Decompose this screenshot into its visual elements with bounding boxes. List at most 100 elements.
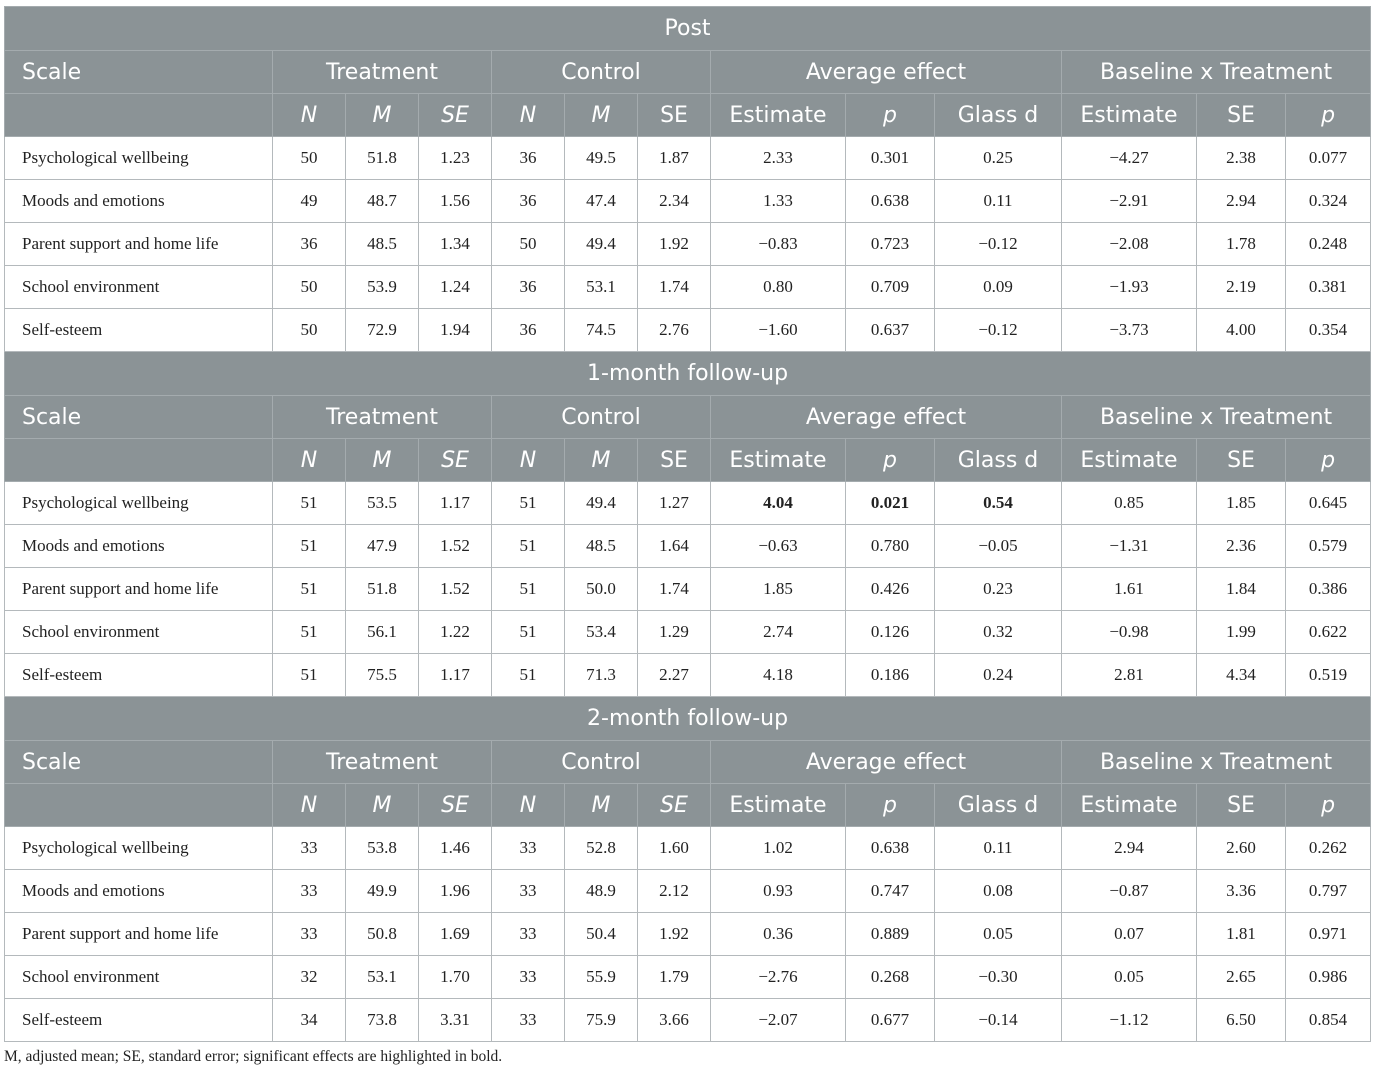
- value-cell: 33: [491, 912, 565, 956]
- scale-name-cell: School environment: [4, 265, 273, 309]
- blank-header-cell: [4, 93, 273, 137]
- value-cell: 0.854: [1284, 998, 1372, 1042]
- sub-column-header: M: [564, 783, 638, 827]
- value-cell: 2.34: [637, 179, 711, 223]
- value-cell: 50.8: [345, 912, 419, 956]
- scale-name-cell: Psychological wellbeing: [4, 826, 273, 870]
- value-cell: 50: [272, 265, 346, 309]
- value-cell: 2.38: [1196, 136, 1286, 180]
- value-cell: 53.8: [345, 826, 419, 870]
- value-cell: 0.05: [934, 912, 1062, 956]
- scale-name-cell: Self-esteem: [4, 998, 273, 1042]
- value-cell: 0.747: [845, 869, 935, 913]
- value-cell: 49: [272, 179, 346, 223]
- value-cell: 47.9: [345, 524, 419, 568]
- value-cell: 0.11: [934, 179, 1062, 223]
- table-row: Parent support and home life 36 48.5 1.34 50…: [4, 222, 1372, 266]
- group-column-header: Average effect: [710, 50, 1062, 94]
- value-cell: 51.8: [345, 136, 419, 180]
- value-cell: 2.65: [1196, 955, 1286, 999]
- value-cell: 53.1: [564, 265, 638, 309]
- value-cell: 2.33: [710, 136, 846, 180]
- value-cell: −1.60: [710, 308, 846, 352]
- value-cell: 4.04: [710, 481, 846, 525]
- table-row: Parent support and home life 33 50.8 1.69 33…: [4, 912, 1372, 956]
- value-cell: 0.248: [1284, 222, 1372, 266]
- table-row: Psychological wellbeing 50 51.8 1.23 36 49.5 1…: [4, 136, 1372, 180]
- table-row: Moods and emotions 49 48.7 1.56 36 47.4 2.34 1.…: [4, 179, 1372, 223]
- table-row: School environment 32 53.1 1.70 33 55.9 1.79 −2…: [4, 955, 1372, 999]
- value-cell: −0.63: [710, 524, 846, 568]
- value-cell: 0.638: [845, 179, 935, 223]
- value-cell: 0.677: [845, 998, 935, 1042]
- value-cell: 0.709: [845, 265, 935, 309]
- value-cell: 0.971: [1284, 912, 1372, 956]
- sub-column-header: Estimate: [710, 93, 846, 137]
- sub-column-header: Glass d: [934, 438, 1062, 482]
- value-cell: 1.87: [637, 136, 711, 180]
- value-cell: 1.56: [418, 179, 492, 223]
- sub-column-header: SE: [1196, 783, 1286, 827]
- value-cell: 0.09: [934, 265, 1062, 309]
- group-column-header: Treatment: [272, 395, 492, 439]
- group-column-header: Treatment: [272, 740, 492, 784]
- value-cell: 51: [272, 610, 346, 654]
- value-cell: 51: [272, 567, 346, 611]
- value-cell: 1.74: [637, 567, 711, 611]
- value-cell: 0.381: [1284, 265, 1372, 309]
- value-cell: 1.94: [418, 308, 492, 352]
- value-cell: 0.268: [845, 955, 935, 999]
- value-cell: −0.98: [1061, 610, 1197, 654]
- value-cell: 0.05: [1061, 955, 1197, 999]
- table-row: School environment 51 56.1 1.22 51 53.4 1.29 2.…: [4, 610, 1372, 654]
- sub-column-header: Estimate: [710, 438, 846, 482]
- value-cell: −0.05: [934, 524, 1062, 568]
- sub-column-header: N: [272, 783, 346, 827]
- scale-name-cell: Parent support and home life: [4, 567, 273, 611]
- value-cell: 49.5: [564, 136, 638, 180]
- value-cell: −0.83: [710, 222, 846, 266]
- table-row: Self-esteem 51 75.5 1.17 51 71.3 2.27 4.18 0.186…: [4, 653, 1372, 697]
- value-cell: 33: [491, 998, 565, 1042]
- value-cell: 2.19: [1196, 265, 1286, 309]
- value-cell: −1.93: [1061, 265, 1197, 309]
- value-cell: 34: [272, 998, 346, 1042]
- value-cell: 1.81: [1196, 912, 1286, 956]
- value-cell: 36: [491, 179, 565, 223]
- sub-column-header: SE: [418, 93, 492, 137]
- value-cell: 4.34: [1196, 653, 1286, 697]
- value-cell: 36: [491, 265, 565, 309]
- value-cell: −0.12: [934, 308, 1062, 352]
- value-cell: −0.14: [934, 998, 1062, 1042]
- value-cell: 0.426: [845, 567, 935, 611]
- value-cell: 1.17: [418, 653, 492, 697]
- group-column-header: Control: [491, 50, 711, 94]
- value-cell: 51.8: [345, 567, 419, 611]
- value-cell: 2.12: [637, 869, 711, 913]
- value-cell: 0.126: [845, 610, 935, 654]
- value-cell: −4.27: [1061, 136, 1197, 180]
- sub-column-header: Glass d: [934, 93, 1062, 137]
- group-column-header: Baseline x Treatment: [1060, 50, 1372, 94]
- value-cell: 48.9: [564, 869, 638, 913]
- value-cell: 1.69: [418, 912, 492, 956]
- value-cell: 56.1: [345, 610, 419, 654]
- value-cell: 1.52: [418, 567, 492, 611]
- value-cell: 0.24: [934, 653, 1062, 697]
- value-cell: 51: [491, 524, 565, 568]
- value-cell: 1.46: [418, 826, 492, 870]
- value-cell: −2.76: [710, 955, 846, 999]
- sub-column-header: Estimate: [1061, 783, 1197, 827]
- value-cell: 1.85: [1196, 481, 1286, 525]
- value-cell: 33: [272, 869, 346, 913]
- value-cell: −2.08: [1061, 222, 1197, 266]
- value-cell: 49.9: [345, 869, 419, 913]
- value-cell: 1.99: [1196, 610, 1286, 654]
- value-cell: 48.7: [345, 179, 419, 223]
- scale-column-header: Scale: [4, 740, 273, 784]
- value-cell: 0.645: [1284, 481, 1372, 525]
- sub-column-header: N: [491, 783, 565, 827]
- value-cell: −2.07: [710, 998, 846, 1042]
- value-cell: 48.5: [345, 222, 419, 266]
- group-column-header: Average effect: [710, 395, 1062, 439]
